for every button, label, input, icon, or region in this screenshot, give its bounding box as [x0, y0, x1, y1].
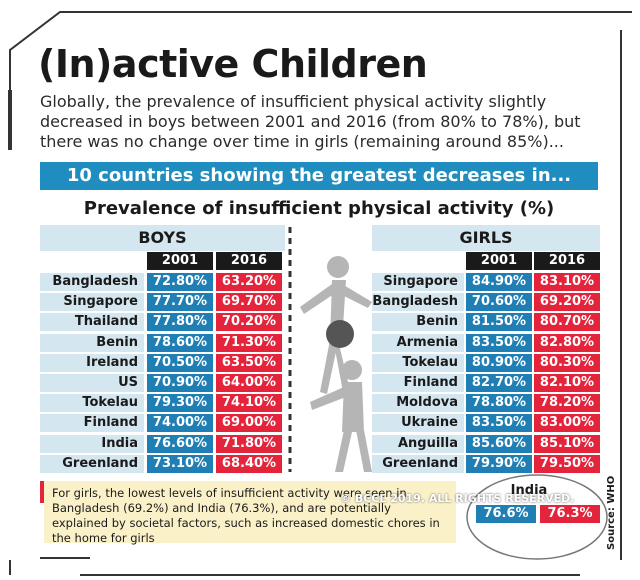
chart-subtitle: Prevalence of insufficient physical acti… [83, 198, 555, 219]
country-label: Tokelau [40, 394, 144, 413]
value-2001-cell: 85.60% [466, 434, 532, 453]
footnote: For girls, the lowest levels of insuffic… [44, 481, 456, 545]
india-2001-value: 76.6% [476, 505, 536, 523]
value-2016-cell: 69.00% [216, 414, 282, 433]
country-label: Benin [40, 333, 144, 352]
value-2016-cell: 78.20% [534, 394, 600, 413]
source-label: Source: WHO [606, 475, 617, 550]
year-header-2001: 2001 [147, 252, 213, 270]
value-2001-cell: 79.30% [147, 394, 213, 413]
value-2001-cell: 83.50% [466, 414, 532, 433]
country-label: Greenland [372, 454, 464, 473]
value-2016-cell: 85.10% [534, 434, 600, 453]
country-label: India [40, 434, 144, 453]
country-label: Tokelau [372, 353, 464, 372]
value-2016-cell: 63.20% [216, 273, 282, 291]
value-2001-cell: 70.90% [147, 374, 213, 392]
value-2001-cell: 70.50% [147, 353, 213, 372]
value-2016-cell: 69.70% [216, 293, 282, 312]
value-2016-cell: 82.10% [534, 374, 600, 392]
country-label: Bangladesh [372, 293, 464, 312]
value-2016-cell: 71.30% [216, 333, 282, 352]
country-label: Singapore [40, 293, 144, 312]
country-label: Benin [372, 313, 464, 332]
value-2001-cell: 80.90% [466, 353, 532, 372]
india-2016-value: 76.3% [540, 505, 600, 523]
value-2001-cell: 78.80% [466, 394, 532, 413]
value-2001-cell: 82.70% [466, 374, 532, 392]
value-2001-cell: 83.50% [466, 333, 532, 352]
value-2016-cell: 79.50% [534, 454, 600, 473]
girls-header: GIRLS [372, 225, 600, 251]
country-label: Finland [372, 374, 464, 392]
value-2016-cell: 70.20% [216, 313, 282, 332]
value-2001-cell: 84.90% [466, 273, 532, 291]
country-label: Greenland [40, 454, 144, 473]
boys-header: BOYS [40, 225, 285, 251]
year-header-2016: 2016 [216, 252, 282, 270]
section-banner: 10 countries showing the greatest decrea… [40, 162, 598, 190]
kids-figure-illustration [288, 227, 372, 472]
value-2016-cell: 80.70% [534, 313, 600, 332]
country-label: Thailand [40, 313, 144, 332]
country-label: Bangladesh [40, 273, 144, 291]
value-2001-cell: 77.80% [147, 313, 213, 332]
value-2016-cell: 80.30% [534, 353, 600, 372]
country-label: Armenia [372, 333, 464, 352]
value-2001-cell: 73.10% [147, 454, 213, 473]
value-2001-cell: 70.60% [466, 293, 532, 312]
page-title: (In)active Children [38, 42, 428, 86]
value-2001-cell: 76.60% [147, 434, 213, 453]
country-label: Ukraine [372, 414, 464, 433]
country-label: Moldova [372, 394, 464, 413]
copyright-watermark: © BCCL 2019. ALL RIGHTS RESERVED. [340, 492, 575, 505]
country-label: Anguilla [372, 434, 464, 453]
value-2016-cell: 82.80% [534, 333, 600, 352]
value-2016-cell: 69.20% [534, 293, 600, 312]
value-2016-cell: 63.50% [216, 353, 282, 372]
value-2001-cell: 72.80% [147, 273, 213, 291]
value-2016-cell: 83.10% [534, 273, 600, 291]
india-highlight-ring [466, 474, 608, 560]
country-label: US [40, 374, 144, 392]
india-highlight-label: India [510, 483, 548, 498]
country-label: Ireland [40, 353, 144, 372]
note-accent-bar [40, 481, 44, 503]
value-2001-cell: 78.60% [147, 333, 213, 352]
value-2016-cell: 71.80% [216, 434, 282, 453]
year-header-2016: 2016 [534, 252, 600, 270]
value-2001-cell: 81.50% [466, 313, 532, 332]
year-header-2001: 2001 [466, 252, 532, 270]
value-2016-cell: 83.00% [534, 414, 600, 433]
value-2001-cell: 77.70% [147, 293, 213, 312]
value-2016-cell: 64.00% [216, 374, 282, 392]
country-label: Finland [40, 414, 144, 433]
value-2001-cell: 74.00% [147, 414, 213, 433]
intro-text: Globally, the prevalence of insufficient… [40, 92, 581, 151]
country-label: Singapore [372, 273, 464, 291]
value-2001-cell: 79.90% [466, 454, 532, 473]
value-2016-cell: 68.40% [216, 454, 282, 473]
value-2016-cell: 74.10% [216, 394, 282, 413]
